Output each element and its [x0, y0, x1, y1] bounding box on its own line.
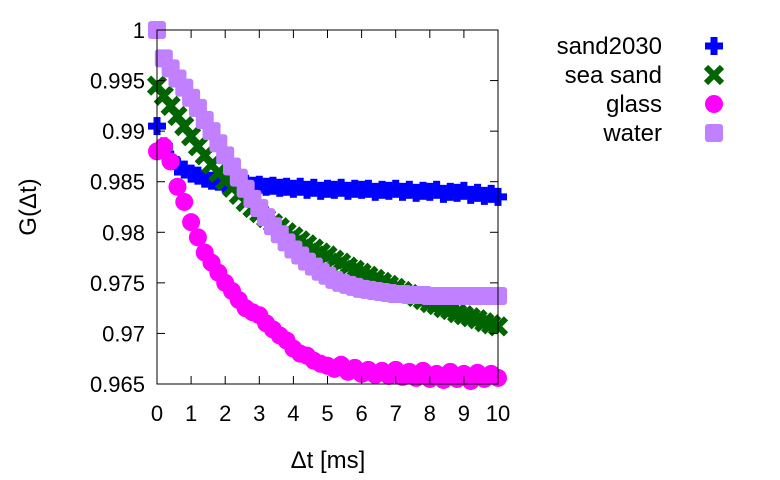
data-point — [161, 152, 180, 171]
series-water — [148, 21, 507, 306]
legend-label: glass — [606, 91, 662, 118]
y-tick-label: 1 — [133, 18, 145, 43]
x-tick-label: 4 — [287, 401, 299, 426]
axis-tick-labels: 0 1 2 3 4 5 6 7 8 9 100.9650.970.9750.980.9850.990… — [90, 18, 510, 426]
x-tick-label: 8 — [424, 401, 436, 426]
x-tick-label: 3 — [253, 401, 265, 426]
y-tick-label: 0.965 — [90, 372, 145, 397]
legend-marker — [705, 95, 723, 113]
x-tick-label: 10 — [486, 401, 510, 426]
data-point — [175, 192, 194, 211]
y-tick-label: 0.995 — [90, 69, 145, 94]
y-tick-label: 0.99 — [102, 119, 145, 144]
x-tick-label: 1 — [185, 401, 197, 426]
legend-marker — [703, 64, 725, 86]
axis-ticks — [156, 29, 499, 385]
y-tick-label: 0.975 — [90, 271, 145, 296]
x-tick-label: 0 — [151, 401, 163, 426]
x-tick-label: 9 — [458, 401, 470, 426]
legend-marker — [705, 124, 723, 142]
data-point — [154, 137, 173, 156]
legend-label: sand2030 — [557, 33, 662, 60]
y-tick-label: 0.985 — [90, 170, 145, 195]
data-point — [188, 228, 207, 247]
x-tick-label: 5 — [321, 401, 333, 426]
x-tick-label: 7 — [390, 401, 402, 426]
x-tick-label: 6 — [355, 401, 367, 426]
x-tick-label: 2 — [219, 401, 231, 426]
y-tick-label: 0.97 — [102, 321, 145, 346]
data-point — [168, 177, 187, 196]
series-glass — [148, 137, 507, 390]
legend-label: sea sand — [565, 62, 662, 89]
y-axis-title: G(Δt) — [15, 178, 42, 235]
y-tick-label: 0.98 — [102, 220, 145, 245]
data-point — [182, 213, 201, 232]
legend-marker — [705, 37, 723, 55]
legend-label: water — [602, 120, 662, 147]
plot-marks — [146, 21, 509, 390]
x-axis-title: Δt [ms] — [291, 447, 366, 474]
plot-frame — [156, 29, 499, 385]
